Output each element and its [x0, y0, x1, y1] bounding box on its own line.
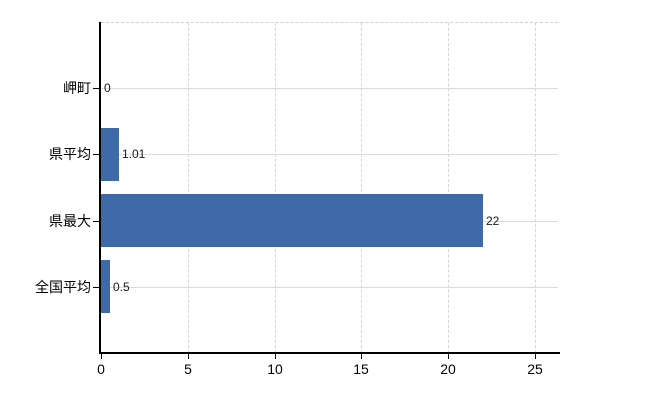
x-tick-label: 20: [440, 361, 456, 377]
value-label: 0.5: [113, 280, 130, 294]
x-axis-tick: [361, 354, 362, 359]
x-axis-tick: [101, 354, 102, 359]
chart-bar: [101, 260, 110, 313]
gridline-horizontal: [101, 287, 558, 288]
value-label: 1.01: [122, 147, 146, 161]
gridline-horizontal: [101, 88, 558, 89]
gridline-horizontal: [101, 154, 558, 155]
x-axis-tick: [535, 354, 536, 359]
category-label: 県平均: [49, 146, 91, 162]
gridline-vertical: [448, 23, 449, 353]
value-label: 22: [486, 214, 500, 228]
y-axis-tick: [93, 88, 99, 89]
y-axis-tick: [93, 154, 99, 155]
x-tick-label: 5: [184, 361, 192, 377]
x-tick-label: 10: [267, 361, 283, 377]
category-label: 県最大: [49, 213, 91, 229]
x-tick-label: 25: [527, 361, 543, 377]
chart-bar: [101, 194, 483, 247]
x-tick-label: 0: [97, 361, 105, 377]
y-axis-tick: [93, 221, 99, 222]
y-axis-line: [99, 22, 101, 353]
x-axis-tick: [188, 354, 189, 359]
x-tick-label: 15: [353, 361, 369, 377]
gridline-vertical: [535, 23, 536, 353]
gridline-vertical: [275, 23, 276, 353]
category-label: 全国平均: [35, 279, 91, 295]
category-label: 岬町: [63, 80, 91, 96]
value-label: 0: [104, 81, 111, 95]
x-axis-tick: [275, 354, 276, 359]
chart-bar: [101, 128, 119, 181]
x-axis-tick: [448, 354, 449, 359]
gridline-vertical: [188, 23, 189, 353]
gridline-vertical: [361, 23, 362, 353]
x-axis-line: [99, 352, 560, 354]
y-axis-tick: [93, 287, 99, 288]
plot-border-top: [101, 22, 558, 23]
